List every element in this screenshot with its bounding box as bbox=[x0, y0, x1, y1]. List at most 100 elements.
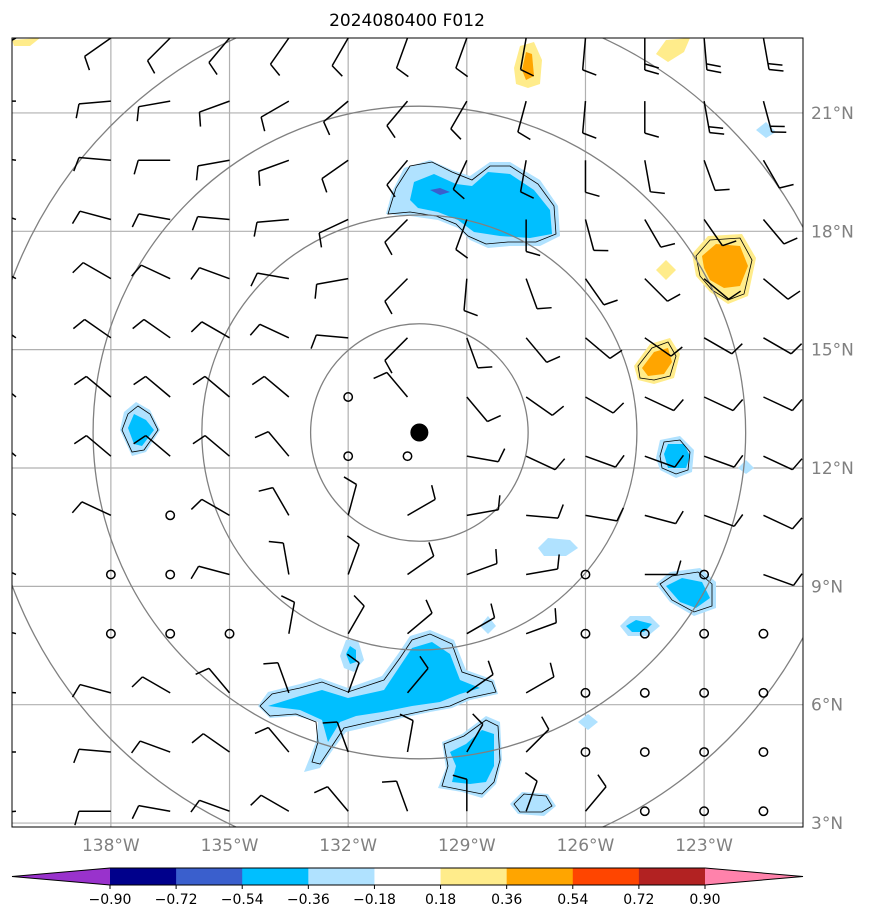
wind-barb bbox=[254, 430, 290, 457]
wind-barb bbox=[525, 662, 555, 694]
wind-barb bbox=[346, 653, 360, 694]
colorbar-tick-label: 0.36 bbox=[491, 892, 522, 908]
wind-barb bbox=[190, 498, 230, 516]
map-frame bbox=[11, 37, 804, 828]
wind-barb bbox=[585, 507, 625, 522]
wind-calm-marker bbox=[165, 628, 176, 639]
wind-barb bbox=[314, 786, 349, 812]
wind-calm-marker bbox=[165, 510, 176, 521]
wind-calm-marker bbox=[639, 628, 650, 639]
wind-barb bbox=[384, 218, 409, 256]
wind-barb bbox=[318, 218, 349, 248]
wind-barb bbox=[133, 434, 171, 457]
lon-tick-label: 138°W bbox=[82, 836, 140, 856]
colorbar-tick-label: −0.18 bbox=[353, 892, 396, 908]
wind-barb bbox=[455, 219, 469, 259]
wind-barb bbox=[762, 100, 787, 134]
colorbar-segment bbox=[572, 868, 640, 885]
wind-barb bbox=[466, 337, 493, 369]
wind-barb bbox=[131, 264, 171, 280]
wind-barb bbox=[452, 159, 468, 200]
contour-west bbox=[121, 405, 159, 453]
wind-barb bbox=[73, 434, 112, 457]
wind-barb bbox=[192, 375, 231, 398]
lon-tick-label: 126°W bbox=[557, 836, 615, 856]
wind-calm-marker bbox=[580, 628, 591, 639]
range-ring bbox=[201, 214, 638, 651]
wind-barb bbox=[644, 454, 685, 468]
wind-barb bbox=[525, 396, 565, 416]
range-ring bbox=[309, 323, 529, 542]
wind-barb bbox=[644, 560, 682, 576]
colorbar-tick-label: 0.54 bbox=[557, 892, 588, 908]
range-rings bbox=[12, 38, 803, 827]
wind-barb bbox=[72, 261, 112, 280]
wind-barb bbox=[763, 514, 803, 530]
wind-barb bbox=[72, 318, 112, 339]
wind-barb bbox=[249, 323, 290, 339]
wind-barb bbox=[584, 278, 618, 306]
wind-barb bbox=[280, 595, 296, 634]
wind-barb bbox=[132, 318, 171, 339]
wind-barb bbox=[703, 38, 722, 74]
wind-barb bbox=[644, 160, 665, 195]
contour-south bbox=[259, 633, 497, 765]
wind-barb bbox=[466, 396, 501, 423]
wind-barb bbox=[251, 375, 290, 398]
shade-blob-pos-n2 bbox=[656, 38, 690, 62]
wind-barb bbox=[519, 160, 535, 199]
colorbar-extend-low bbox=[12, 868, 110, 885]
wind-barb bbox=[208, 38, 231, 75]
wind-barb bbox=[192, 434, 231, 457]
colorbar-segment bbox=[506, 868, 574, 885]
colorbar-segment bbox=[308, 868, 375, 885]
wind-barb bbox=[762, 218, 798, 245]
colorbar-segment bbox=[242, 868, 309, 885]
colorbar-tick-label: −0.90 bbox=[89, 892, 132, 908]
colorbar-segment bbox=[440, 868, 508, 885]
wind-barb bbox=[386, 159, 409, 198]
wind-barb bbox=[322, 100, 349, 136]
colorbar-extend-high bbox=[705, 868, 803, 885]
wind-barb bbox=[131, 213, 171, 228]
vorticity-contours bbox=[121, 161, 753, 813]
colorbar-segment bbox=[374, 868, 442, 885]
wind-barb bbox=[581, 101, 597, 139]
storm-center-marker bbox=[410, 423, 429, 442]
contour-north bbox=[387, 161, 557, 245]
wind-barb bbox=[407, 542, 435, 576]
wind-barb bbox=[190, 565, 230, 580]
shade-blob-s5 bbox=[578, 714, 598, 730]
wind-barb bbox=[763, 337, 803, 355]
wind-barb bbox=[386, 100, 409, 139]
colorbar-segment bbox=[638, 868, 706, 885]
wind-barb bbox=[260, 100, 290, 132]
colorbar-tick-label: 0.72 bbox=[623, 892, 654, 908]
wind-calm-marker bbox=[580, 747, 591, 757]
contour-e12 bbox=[659, 439, 691, 475]
wind-barb bbox=[525, 337, 561, 364]
lon-tick-label: 135°W bbox=[201, 836, 259, 856]
wind-calm-marker bbox=[580, 569, 591, 580]
shade-blob-pos-n1-inner bbox=[522, 52, 534, 80]
wind-barb bbox=[644, 510, 684, 525]
wind-barb bbox=[346, 535, 360, 575]
wind-barb bbox=[73, 748, 111, 764]
wind-barb bbox=[584, 774, 607, 812]
shade-blob-e12-inner bbox=[664, 444, 690, 468]
wind-barb bbox=[83, 38, 112, 71]
wind-barb bbox=[407, 599, 433, 635]
lon-tick-label: 129°W bbox=[438, 836, 496, 856]
wind-calm-marker bbox=[105, 569, 116, 580]
wind-barb bbox=[254, 726, 290, 753]
lat-tick-label: 9°N bbox=[811, 577, 843, 597]
wind-barb bbox=[71, 210, 112, 225]
wind-barbs bbox=[12, 38, 803, 826]
contour-e17 bbox=[695, 237, 753, 301]
wind-barb bbox=[131, 804, 171, 820]
wind-barb bbox=[463, 278, 478, 317]
wind-calm-marker bbox=[699, 687, 710, 698]
wind-barb bbox=[269, 38, 290, 76]
